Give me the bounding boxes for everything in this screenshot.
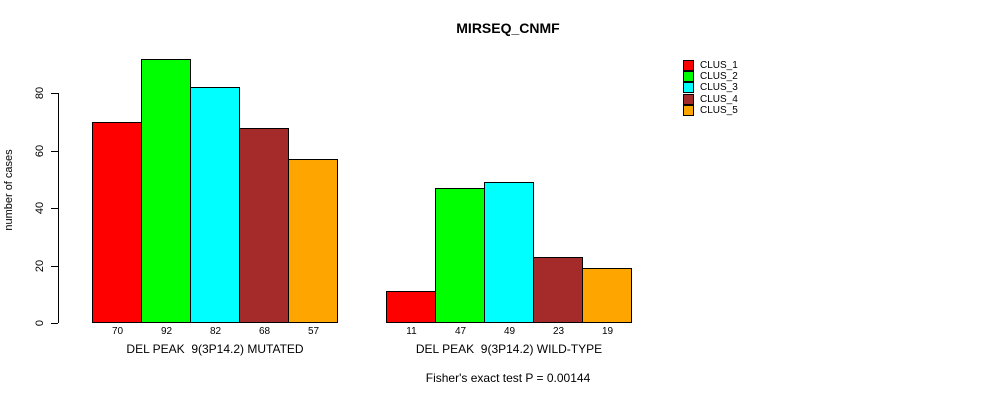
y-tick (51, 265, 58, 267)
y-tick-label: 80 (34, 86, 46, 100)
legend-item: CLUS_3 (683, 82, 738, 94)
group-label: DEL PEAK 9(3P14.2) WILD-TYPE (415, 342, 603, 356)
legend-item: CLUS_2 (683, 71, 738, 83)
fisher-test-caption: Fisher's exact test P = 0.00144 (425, 371, 591, 385)
bar-clus_2 (141, 58, 191, 323)
y-tick-label: 40 (34, 201, 46, 215)
bar-clus_1 (92, 121, 142, 323)
legend-swatch (683, 60, 694, 72)
group-label: DEL PEAK 9(3P14.2) MUTATED (126, 342, 304, 356)
legend-swatch (683, 104, 694, 116)
bar-clus_1 (386, 291, 436, 323)
legend-swatch (683, 82, 694, 94)
bar-clus_5 (288, 159, 338, 323)
legend-item-label: CLUS_1 (700, 60, 738, 72)
bar-value-label: 92 (160, 326, 173, 337)
bar-clus_4 (533, 256, 583, 323)
legend: CLUS_1 CLUS_2 CLUS_3 CLUS_4 CLUS_5 (683, 60, 738, 116)
legend-item-label: CLUS_2 (700, 71, 738, 83)
bar-value-label: 47 (454, 326, 467, 337)
bar-clus_2 (435, 187, 485, 323)
bar-clus_3 (484, 182, 534, 323)
bar-value-label: 70 (111, 326, 124, 337)
legend-swatch (683, 71, 694, 83)
bar-value-label: 57 (307, 326, 320, 337)
y-tick-label: 20 (34, 259, 46, 272)
legend-item-label: CLUS_3 (700, 82, 738, 94)
y-tick (51, 208, 58, 209)
bar-clus_4 (239, 127, 289, 323)
y-tick (51, 323, 58, 324)
legend-swatch (683, 93, 694, 105)
y-tick-label: 60 (34, 144, 46, 157)
bar-clus_3 (190, 87, 240, 323)
y-tick (51, 93, 58, 94)
chart-title: MIRSEQ_CNMF (456, 20, 560, 36)
y-axis (58, 93, 59, 323)
y-axis-label: number of cases (3, 149, 15, 231)
bar-value-label: 68 (258, 326, 271, 337)
y-tick-label: 0 (34, 319, 46, 327)
bar-value-label: 23 (552, 326, 565, 337)
legend-item: CLUS_5 (683, 104, 738, 116)
bar-value-label: 49 (503, 326, 516, 337)
bar-value-label: 11 (406, 326, 417, 337)
bar-clus_5 (582, 268, 632, 323)
legend-item: CLUS_4 (683, 93, 738, 105)
bar-value-label: 82 (209, 326, 222, 337)
legend-item: CLUS_1 (683, 60, 738, 72)
y-tick (51, 150, 58, 152)
bar-value-label: 19 (601, 326, 614, 337)
legend-item-label: CLUS_4 (700, 93, 738, 105)
legend-item-label: CLUS_5 (700, 104, 738, 116)
